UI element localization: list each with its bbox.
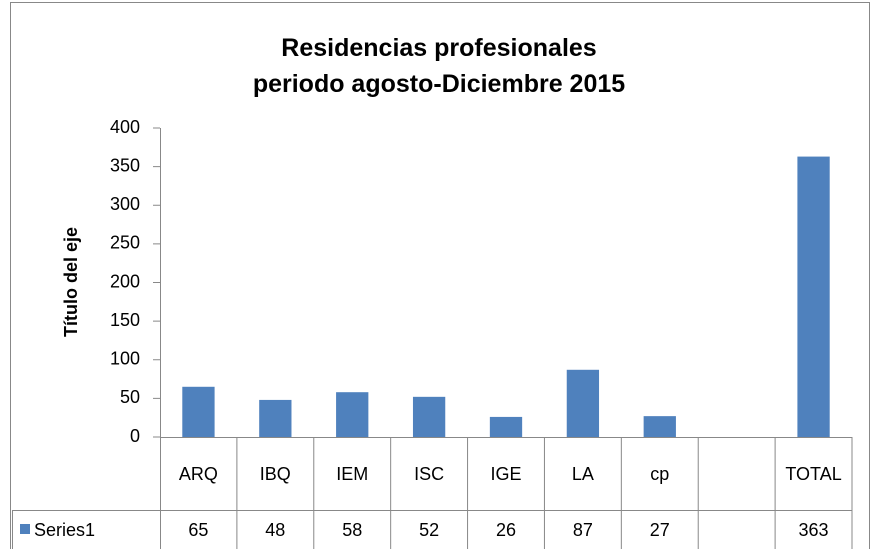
x-tick-label: ARQ	[178, 463, 218, 484]
y-tick-label: 300	[110, 194, 140, 214]
data-table-value	[698, 511, 775, 549]
legend-swatch	[20, 524, 30, 534]
y-tick-label: 400	[110, 117, 140, 137]
data-table-value: 26	[495, 520, 516, 540]
data-table-value: 48	[265, 520, 286, 540]
data-table-value: 58	[342, 520, 363, 540]
data-table-value: 87	[572, 520, 593, 540]
chart-border	[10, 2, 870, 549]
bar	[643, 416, 676, 437]
y-tick-label: 50	[120, 387, 140, 407]
bar	[259, 399, 292, 437]
data-table-value: 27	[649, 520, 670, 540]
x-tick-label: IEM	[336, 463, 369, 484]
x-tick-label: TOTAL	[785, 463, 842, 484]
data-table-value: 363	[798, 520, 829, 540]
y-tick-label: 250	[110, 233, 140, 253]
y-axis-label: Título del eje	[61, 227, 81, 337]
x-tick-label: ISC	[414, 463, 445, 484]
chart-title: periodo agosto-Diciembre 2015	[252, 70, 626, 98]
x-tick-label: IGE	[490, 463, 522, 484]
y-tick-label: 350	[110, 155, 140, 175]
bar	[182, 386, 215, 437]
bar	[797, 156, 830, 437]
y-tick-label: 200	[110, 271, 140, 291]
y-tick-label: 150	[110, 310, 140, 330]
bar	[412, 396, 446, 437]
bar	[566, 369, 600, 437]
y-tick-label: 0	[130, 426, 140, 446]
data-table-value: 52	[419, 520, 440, 540]
x-tick-label: LA	[571, 463, 594, 484]
x-tick-label	[702, 439, 771, 508]
x-tick-label: cp	[650, 463, 670, 484]
bar	[489, 416, 523, 437]
y-tick-label: 100	[110, 349, 140, 369]
bar	[336, 392, 369, 437]
legend-label: Series1	[34, 520, 96, 540]
x-tick-label: IBQ	[259, 463, 291, 484]
chart-title: Residencias profesionales	[281, 34, 597, 62]
data-table-value: 65	[188, 520, 209, 540]
